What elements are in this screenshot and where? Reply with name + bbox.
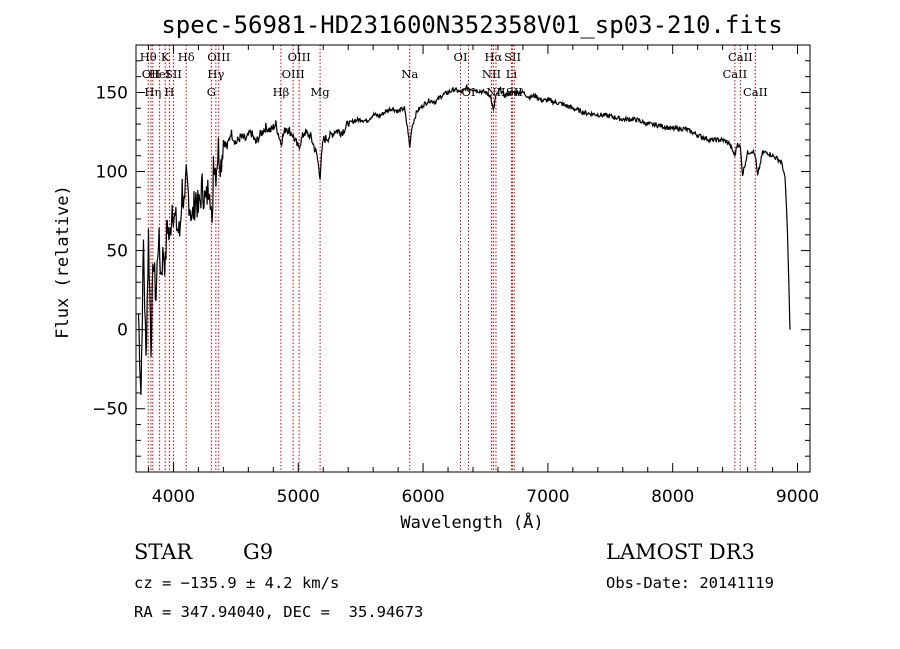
line-marker-label: Hγ	[207, 67, 224, 81]
x-tick-label: 7000	[526, 487, 569, 507]
line-marker-label: CaII	[728, 50, 753, 64]
line-marker-label: OI	[454, 50, 468, 64]
object-type: STAR	[134, 540, 193, 564]
line-marker-label: NII	[482, 67, 501, 81]
line-marker-label: Li	[506, 67, 518, 81]
y-axis-label: Flux (relative)	[53, 185, 73, 339]
x-tick-label: 6000	[401, 487, 444, 507]
line-marker-label: CaII	[743, 85, 768, 99]
x-tick-label: 8000	[651, 487, 694, 507]
plot-frame	[135, 44, 811, 473]
line-marker-label: OIII	[282, 67, 305, 81]
line-marker-label: OI	[462, 85, 476, 99]
x-tick-label: 5000	[277, 487, 320, 507]
line-markers: HθOIIHηHeIKHSIIHδGHγOIIIHβOIIIOIIIMgNaOI…	[140, 45, 768, 472]
coordinates: RA = 347.94040, DEC = 35.94673	[134, 603, 424, 621]
line-marker-label: H	[164, 85, 174, 99]
spectral-subclass: G9	[243, 540, 274, 564]
spectrum-line	[137, 83, 791, 395]
line-marker-label: SII	[165, 67, 182, 81]
x-tick-label: 9000	[776, 487, 819, 507]
line-marker-label: OIII	[288, 50, 311, 64]
line-marker-label: K	[161, 50, 170, 64]
x-axis: 4000 5000 6000 7000 8000 9000	[147, 45, 819, 507]
redshift-line: cz = −135.9 ± 4.2 km/s	[134, 574, 340, 592]
line-marker-label: Na	[401, 67, 418, 81]
chart-title: spec-56981-HD231600N352358V01_sp03-210.f…	[161, 11, 782, 39]
y-axis: −50 0 50 100 150	[92, 60, 810, 457]
line-marker-label: Mg	[311, 85, 331, 99]
line-marker-label: SII	[504, 50, 521, 64]
y-tick-label: 50	[106, 242, 128, 262]
y-tick-label: 150	[96, 83, 128, 103]
survey-name: LAMOST DR3	[606, 540, 755, 564]
spectrum-chart: spec-56981-HD231600N352358V01_sp03-210.f…	[53, 11, 819, 533]
x-tick-label: 4000	[152, 487, 195, 507]
line-marker-label: Hα	[484, 50, 502, 64]
line-marker-label: CaII	[722, 67, 747, 81]
obs-date: Obs-Date: 20141119	[606, 574, 774, 592]
y-tick-label: 100	[96, 163, 128, 183]
line-marker-label: Hθ	[140, 50, 157, 64]
line-marker-label: OII	[142, 67, 161, 81]
y-tick-label: −50	[92, 400, 128, 420]
line-marker-label: G	[207, 85, 216, 99]
y-tick-label: 0	[117, 321, 128, 341]
line-marker-label: OIII	[207, 50, 230, 64]
line-marker-label: Hδ	[178, 50, 195, 64]
line-marker-label: Hβ	[273, 85, 290, 99]
x-axis-label: Wavelength (Å)	[400, 511, 543, 533]
line-marker-label: Hη	[144, 85, 161, 99]
